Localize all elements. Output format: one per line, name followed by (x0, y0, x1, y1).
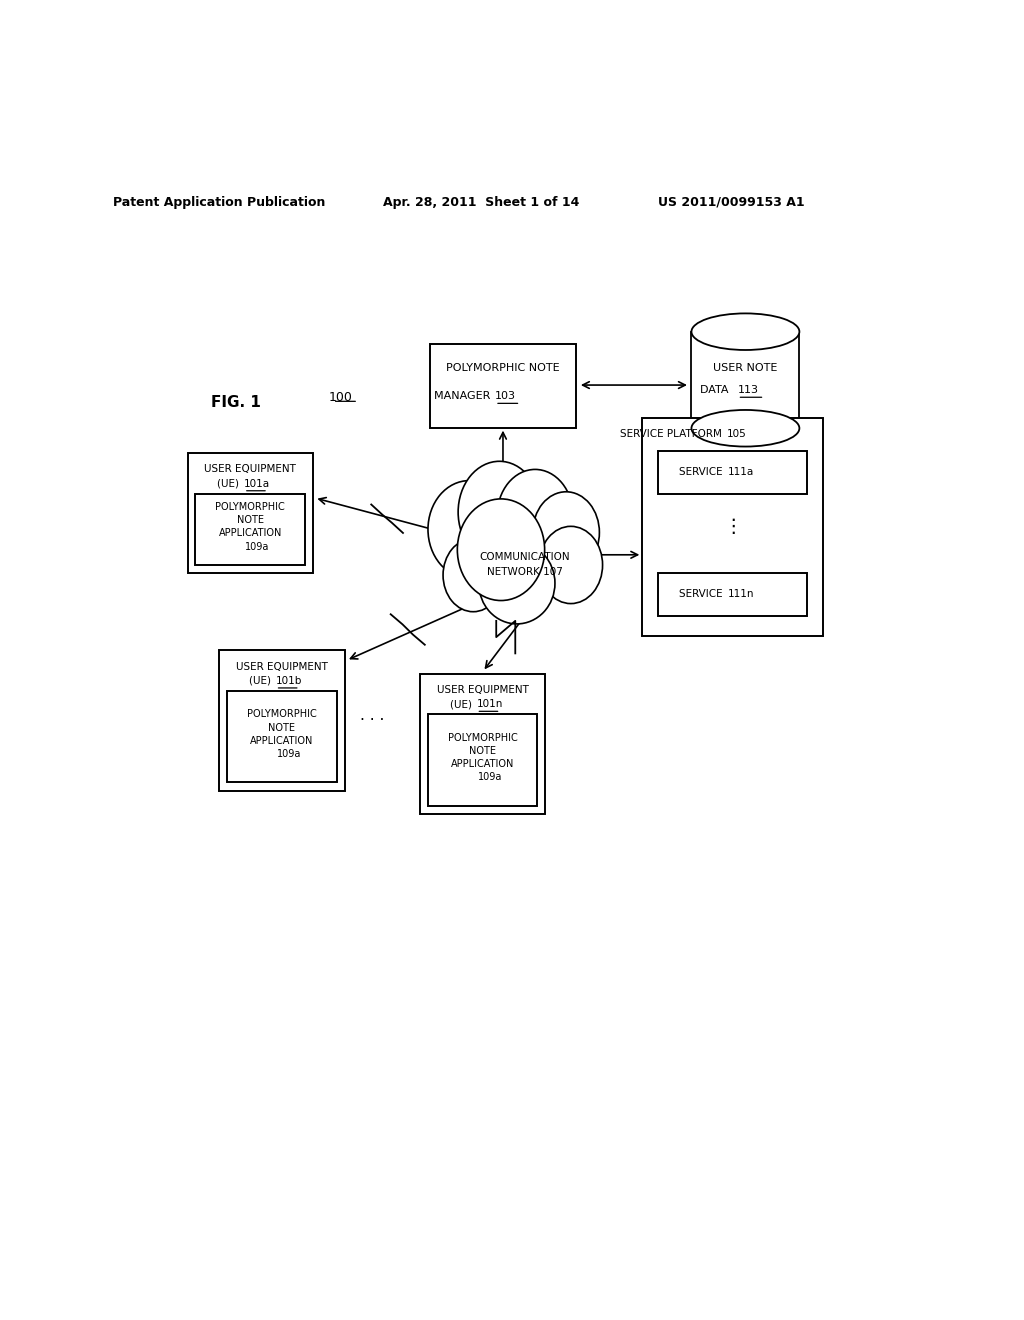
Text: 101b: 101b (275, 676, 302, 686)
Ellipse shape (497, 470, 573, 562)
Bar (642, 417, 823, 636)
Text: USER NOTE: USER NOTE (714, 363, 777, 372)
Text: POLYMORPHIC: POLYMORPHIC (215, 502, 285, 512)
Text: APPLICATION: APPLICATION (250, 735, 313, 746)
Bar (691, 331, 800, 428)
Text: 109a: 109a (246, 541, 270, 552)
Text: APPLICATION: APPLICATION (218, 528, 282, 539)
Text: SERVICE PLATFORM: SERVICE PLATFORM (620, 429, 725, 438)
Text: . . .: . . . (360, 708, 385, 723)
Text: (UE): (UE) (450, 700, 475, 709)
Text: SERVICE: SERVICE (680, 467, 726, 478)
Text: US 2011/0099153 A1: US 2011/0099153 A1 (657, 195, 805, 209)
Text: SERVICE: SERVICE (680, 590, 726, 599)
Text: DATA: DATA (700, 385, 736, 395)
Text: 109a: 109a (278, 748, 302, 759)
Text: 101n: 101n (476, 700, 503, 709)
Ellipse shape (443, 539, 504, 611)
Text: (UE): (UE) (249, 676, 274, 686)
Ellipse shape (479, 543, 555, 624)
Ellipse shape (458, 461, 541, 562)
Bar (420, 673, 546, 814)
Ellipse shape (532, 492, 599, 573)
Ellipse shape (428, 480, 511, 578)
Ellipse shape (539, 527, 602, 603)
Text: POLYMORPHIC: POLYMORPHIC (447, 733, 517, 743)
Text: NOTE: NOTE (469, 746, 497, 756)
Text: 101a: 101a (244, 479, 270, 488)
Ellipse shape (691, 313, 800, 350)
Text: 105: 105 (726, 429, 746, 438)
Text: POLYMORPHIC NOTE: POLYMORPHIC NOTE (446, 363, 560, 372)
Bar (227, 690, 337, 783)
Text: ⋮: ⋮ (723, 517, 742, 536)
Bar (187, 453, 313, 573)
Text: FIG. 1: FIG. 1 (211, 395, 261, 409)
Text: NOTE: NOTE (268, 722, 296, 733)
Text: USER EQUIPMENT: USER EQUIPMENT (437, 685, 528, 694)
Text: MANAGER: MANAGER (433, 391, 494, 401)
Ellipse shape (458, 499, 545, 601)
Bar (658, 451, 807, 494)
Text: 113: 113 (737, 385, 759, 395)
Bar (430, 345, 577, 428)
Text: APPLICATION: APPLICATION (451, 759, 514, 770)
Bar (428, 714, 538, 805)
Text: Patent Application Publication: Patent Application Publication (113, 195, 326, 209)
Text: USER EQUIPMENT: USER EQUIPMENT (204, 465, 296, 474)
Text: 103: 103 (495, 391, 516, 401)
Text: 109a: 109a (478, 772, 503, 783)
Text: COMMUNICATION: COMMUNICATION (479, 552, 570, 562)
Bar (196, 494, 305, 565)
Text: Apr. 28, 2011  Sheet 1 of 14: Apr. 28, 2011 Sheet 1 of 14 (383, 195, 580, 209)
Text: POLYMORPHIC: POLYMORPHIC (247, 709, 316, 719)
Bar (219, 651, 345, 791)
Text: USER EQUIPMENT: USER EQUIPMENT (236, 661, 328, 672)
Text: 111a: 111a (728, 467, 755, 478)
Text: (UE): (UE) (217, 479, 243, 488)
Bar (658, 573, 807, 615)
Text: 100: 100 (329, 391, 352, 404)
Text: 111n: 111n (728, 590, 755, 599)
Text: NETWORK 107: NETWORK 107 (486, 568, 563, 577)
Ellipse shape (691, 411, 800, 446)
Text: NOTE: NOTE (237, 515, 264, 525)
